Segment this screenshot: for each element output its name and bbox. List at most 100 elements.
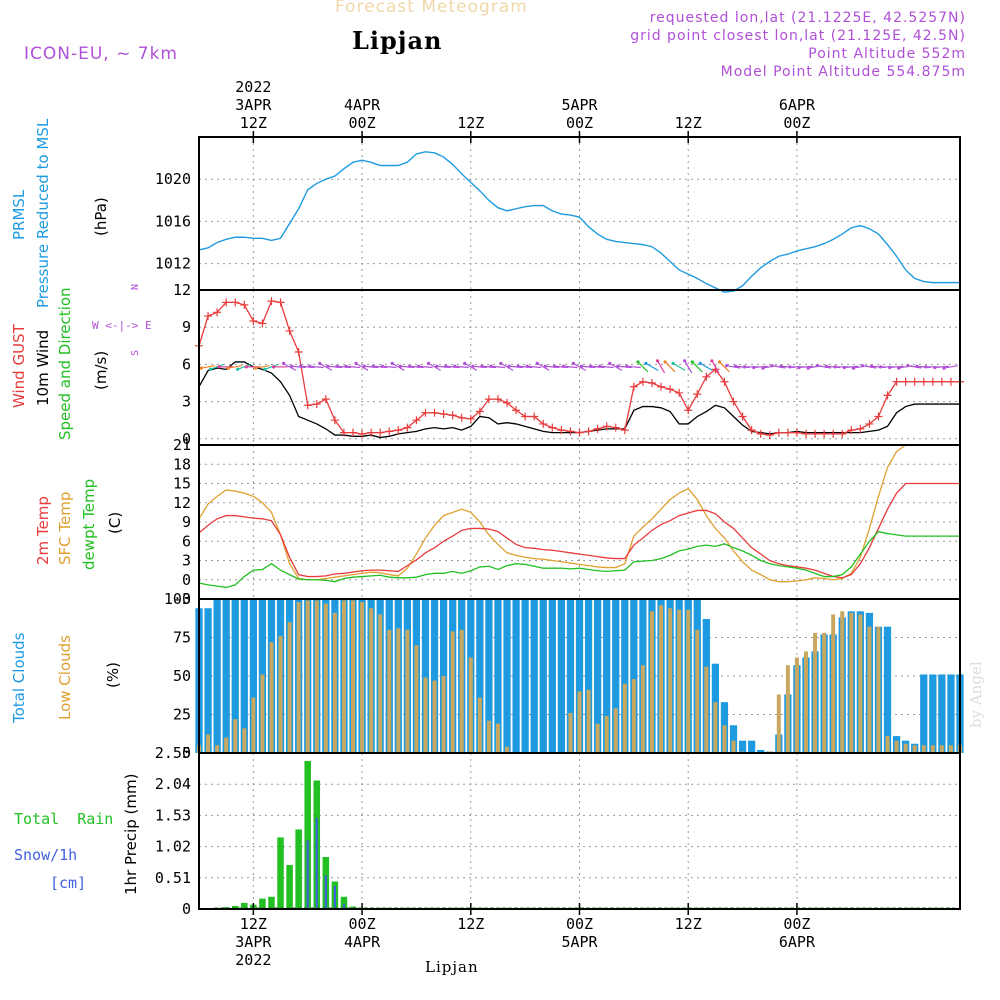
low-clouds-bar [351, 600, 356, 753]
gust-marker [747, 426, 756, 435]
wind-direction-arrow [684, 360, 693, 374]
wind-direction-arrowhead [915, 364, 919, 368]
wind-direction-arrow [300, 365, 315, 369]
gust-marker [457, 413, 466, 422]
low-clouds-bar [867, 626, 872, 753]
gust-marker [285, 326, 294, 335]
wind-direction-arrowhead [308, 364, 312, 368]
gust-marker [312, 400, 321, 409]
gust-marker [330, 416, 339, 425]
wind-direction-arrow [554, 365, 569, 369]
gust-marker [503, 398, 512, 407]
wind-direction-arrowhead [598, 364, 602, 368]
gust-marker [367, 428, 376, 437]
gust-marker [684, 406, 693, 415]
gust-marker [946, 377, 955, 386]
wind-direction-arrow [711, 360, 720, 374]
wind-direction-arrow [527, 365, 542, 369]
top-time-label: 12Z [457, 114, 484, 132]
low-clouds-bar [840, 611, 845, 753]
wind-direction-arrow [237, 363, 252, 370]
y-tick-label: 6 [182, 532, 191, 550]
gust-marker [602, 422, 611, 431]
total-clouds-bar [204, 608, 212, 753]
wind-direction-arrow [581, 365, 596, 369]
y-tick-label: 25 [173, 706, 191, 724]
rain-bar [277, 837, 284, 909]
location-title: Lipjan [352, 26, 443, 55]
wind-direction-arrowhead [516, 364, 520, 368]
wind-direction-arrowhead [589, 364, 593, 368]
wind-direction-arrowhead [489, 364, 493, 368]
wind-direction-arrowhead [426, 361, 431, 365]
snow-bar [324, 875, 327, 909]
bottom-time-label: 12Z [457, 915, 484, 933]
wind-direction-arrowhead [824, 364, 828, 368]
wind-direction-arrow [889, 365, 904, 369]
wind-direction-arrow [319, 362, 333, 371]
wind-direction-arrowhead [471, 364, 475, 368]
top-time-label: 00Z [566, 114, 593, 132]
low-clouds-bar [803, 651, 808, 753]
wind-direction-arrowhead [897, 366, 901, 370]
wind-direction-arrowhead [535, 361, 539, 365]
wind-direction-arrow [464, 362, 478, 371]
low-clouds-bar [314, 600, 319, 753]
wind-direction-arrow [645, 362, 659, 371]
gust-marker [883, 391, 892, 400]
wind-direction-arrow [391, 362, 405, 371]
total-clouds-bar [231, 599, 239, 753]
gust-marker [801, 429, 810, 438]
low-clouds-bar [396, 628, 401, 753]
low-clouds-bar [323, 603, 328, 753]
wind-direction-arrowhead [416, 364, 421, 368]
low-clouds-bar [242, 728, 247, 753]
gust-marker [475, 407, 484, 416]
top-time-label: 4APR [344, 96, 381, 114]
low-clouds-bar [631, 679, 636, 753]
low-clouds-bar [930, 745, 935, 753]
y-tick-label: 100 [164, 590, 191, 608]
wind-direction-arrowhead [743, 365, 747, 369]
gust-marker [856, 424, 865, 433]
y-tick-label: 0.51 [155, 869, 191, 887]
y-tick-label: 1012 [155, 255, 191, 273]
total-clouds-bar [222, 599, 230, 753]
total-clouds-bar [575, 599, 584, 753]
total-clouds-bar [512, 599, 520, 753]
gust-marker [493, 395, 502, 404]
total-clouds-bar [612, 599, 620, 753]
wind-direction-arrow [364, 365, 379, 369]
y-tick-label: 0 [182, 571, 191, 589]
gust-marker [892, 377, 901, 386]
wind-direction-arrow [609, 362, 623, 371]
low-clouds-bar [568, 712, 573, 753]
total-clouds-bar [539, 599, 547, 753]
wind-direction-arrowhead [552, 364, 557, 368]
y-tick-label: 9 [182, 318, 191, 336]
low-clouds-bar [613, 708, 618, 753]
rain-bar [340, 896, 348, 909]
top-time-label: 3APR [235, 96, 272, 114]
wind-direction-arrow [844, 365, 859, 369]
wind-direction-arrowhead [942, 366, 946, 370]
low-clouds-bar [360, 602, 365, 753]
wind-direction-arrowhead [671, 361, 675, 365]
total-clouds-bar [883, 626, 892, 753]
gust-marker [820, 429, 829, 438]
wind-direction-arrow [481, 365, 496, 369]
low-clouds-bar [831, 614, 836, 753]
gust-marker [865, 419, 874, 428]
wind-direction-arrowhead [208, 367, 213, 371]
low-clouds-bar [505, 746, 510, 753]
wind-direction-arrowhead [480, 364, 484, 368]
gust-marker [593, 424, 602, 433]
y-tick-label: 18 [173, 455, 191, 473]
gust-marker [720, 377, 729, 386]
low-clouds-bar [785, 665, 790, 753]
wind-direction-arrowhead [779, 364, 783, 368]
gust-marker [874, 412, 883, 421]
gust-marker [611, 423, 620, 432]
wind-direction-arrow [817, 365, 832, 369]
